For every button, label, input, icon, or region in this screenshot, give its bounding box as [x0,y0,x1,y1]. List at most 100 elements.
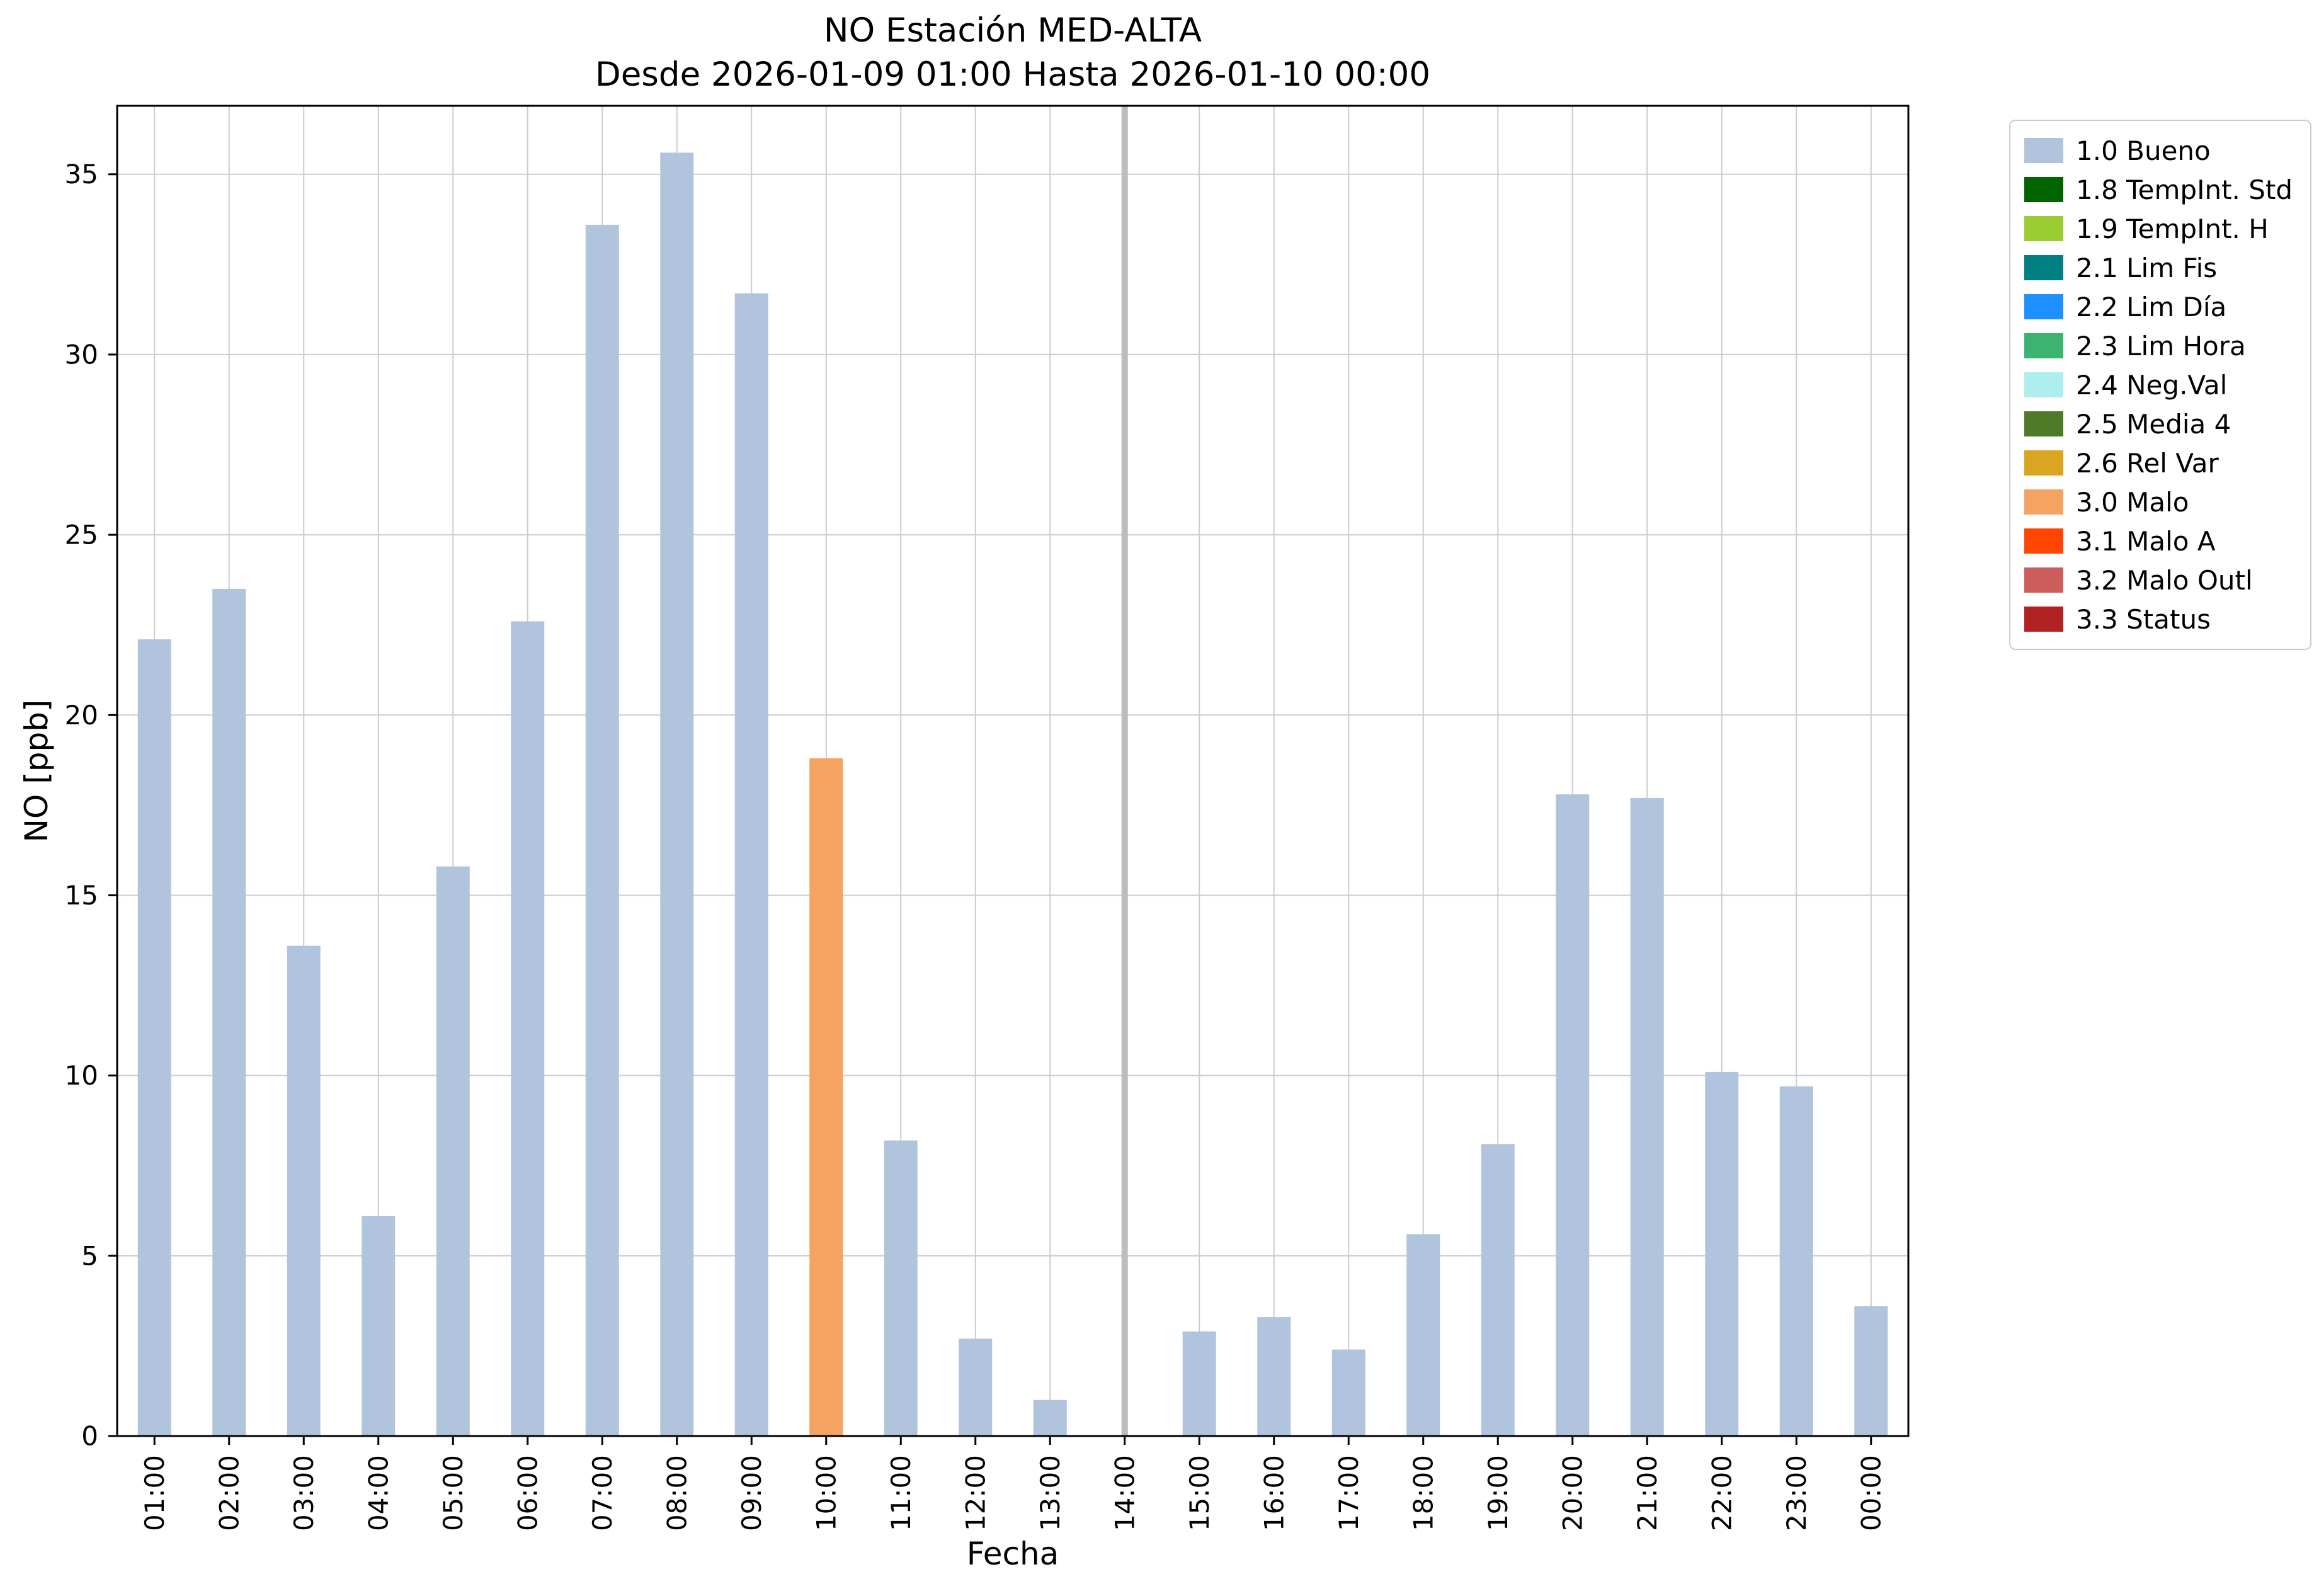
x-tick-label: 02:00 [214,1455,244,1531]
bar [734,293,768,1437]
x-tick-label: 16:00 [1258,1455,1289,1531]
bar [436,866,470,1436]
x-tick-label: 21:00 [1632,1455,1663,1531]
y-tick-label: 5 [81,1240,98,1271]
legend-item: 3.1 Malo A [2024,522,2296,561]
missing-data-band [1121,106,1128,1436]
x-tick-label: 20:00 [1557,1455,1588,1531]
x-tick-label: 06:00 [512,1455,543,1531]
bar [1406,1234,1440,1436]
legend-swatch [2024,450,2063,476]
title-block: NO Estación MED-ALTA Desde 2026-01-09 01… [117,9,1908,97]
legend-label: 3.0 Malo [2076,486,2189,518]
bar [585,224,619,1436]
bar [1481,1144,1515,1436]
plot-frame [116,105,1910,1437]
legend-item: 2.5 Media 4 [2024,404,2296,443]
legend-swatch [2024,294,2063,319]
y-tick-label: 35 [65,159,98,190]
bar [137,639,171,1437]
y-tick-label: 20 [65,700,98,731]
bar [362,1216,396,1436]
legend-label: 1.0 Bueno [2076,135,2211,166]
bar [1705,1071,1739,1436]
legend-swatch [2024,333,2063,358]
y-tick-label: 10 [65,1060,98,1091]
legend-item: 3.0 Malo [2024,482,2296,522]
legend-item: 3.3 Status [2024,600,2296,639]
legend-swatch [2024,216,2063,241]
legend-label: 2.5 Media 4 [2076,408,2231,440]
bar [660,152,694,1437]
x-tick-label: 07:00 [587,1455,618,1531]
bar [212,588,246,1436]
chart-subtitle: Desde 2026-01-09 01:00 Hasta 2026-01-10 … [595,55,1431,94]
x-tick-label: 03:00 [288,1455,319,1531]
bar [809,758,843,1436]
legend-item: 2.1 Lim Fis [2024,248,2296,287]
legend-item: 2.3 Lim Hora [2024,326,2296,365]
legend-swatch [2024,138,2063,163]
x-tick-label: 08:00 [661,1455,692,1531]
legend-label: 3.2 Malo Outl [2076,564,2253,596]
x-tick-label: 23:00 [1781,1455,1812,1531]
x-tick-label: 17:00 [1333,1455,1364,1531]
legend-item: 1.0 Bueno [2024,131,2296,170]
x-tick-label: 19:00 [1483,1455,1513,1531]
y-tick-label: 30 [65,339,98,370]
bar [1257,1317,1291,1436]
x-tick-label: 01:00 [139,1455,170,1531]
legend-label: 2.6 Rel Var [2076,447,2219,479]
legend-item: 1.9 TempInt. H [2024,209,2296,248]
x-tick-label: 12:00 [960,1455,991,1531]
chart-title: NO Estación MED-ALTA [823,11,1202,50]
x-tick-label: 05:00 [438,1455,469,1531]
legend-label: 2.4 Neg.Val [2076,369,2228,401]
legend: 1.0 Bueno 1.8 TempInt. Std 1.9 TempInt. H 2… [2009,120,2311,650]
y-axis-label: NO [ppb] [18,699,55,843]
x-tick-label: 09:00 [736,1455,767,1531]
legend-swatch [2024,607,2063,632]
legend-swatch [2024,567,2063,593]
legend-label: 2.2 Lim Día [2076,291,2227,322]
bar [1779,1086,1813,1436]
x-axis-label: Fecha [966,1536,1059,1572]
bar [959,1338,993,1436]
x-tick-label: 15:00 [1184,1455,1215,1531]
legend-item: 2.4 Neg.Val [2024,365,2296,404]
x-tick-label: 11:00 [886,1455,916,1531]
legend-swatch [2024,489,2063,515]
legend-item: 1.8 TempInt. Std [2024,170,2296,209]
x-tick-label: 18:00 [1408,1455,1439,1531]
legend-swatch [2024,372,2063,397]
bar [1630,797,1664,1436]
x-tick-label: 13:00 [1035,1455,1066,1531]
bar [511,621,545,1436]
legend-swatch [2024,528,2063,554]
legend-label: 3.3 Status [2076,603,2211,635]
y-tick-label: 0 [81,1421,98,1452]
x-tick-label: 10:00 [811,1455,841,1531]
bar [1033,1399,1067,1436]
legend-swatch [2024,411,2063,436]
y-tick-label: 15 [65,880,98,911]
legend-item: 2.2 Lim Día [2024,287,2296,326]
legend-swatch [2024,177,2063,202]
x-tick-label: 22:00 [1706,1455,1737,1531]
x-tick-label: 14:00 [1109,1455,1140,1531]
bar [1182,1331,1216,1436]
legend-label: 2.1 Lim Fis [2076,252,2218,283]
bar [1331,1349,1365,1436]
bar [884,1140,918,1436]
legend-item: 3.2 Malo Outl [2024,561,2296,600]
x-tick-label: 00:00 [1855,1455,1886,1531]
bar [287,945,321,1436]
x-tick-label: 04:00 [363,1455,394,1531]
legend-label: 1.9 TempInt. H [2076,213,2269,244]
legend-label: 3.1 Malo A [2076,525,2216,557]
legend-item: 2.6 Rel Var [2024,443,2296,482]
legend-label: 2.3 Lim Hora [2076,330,2246,362]
legend-swatch [2024,255,2063,280]
